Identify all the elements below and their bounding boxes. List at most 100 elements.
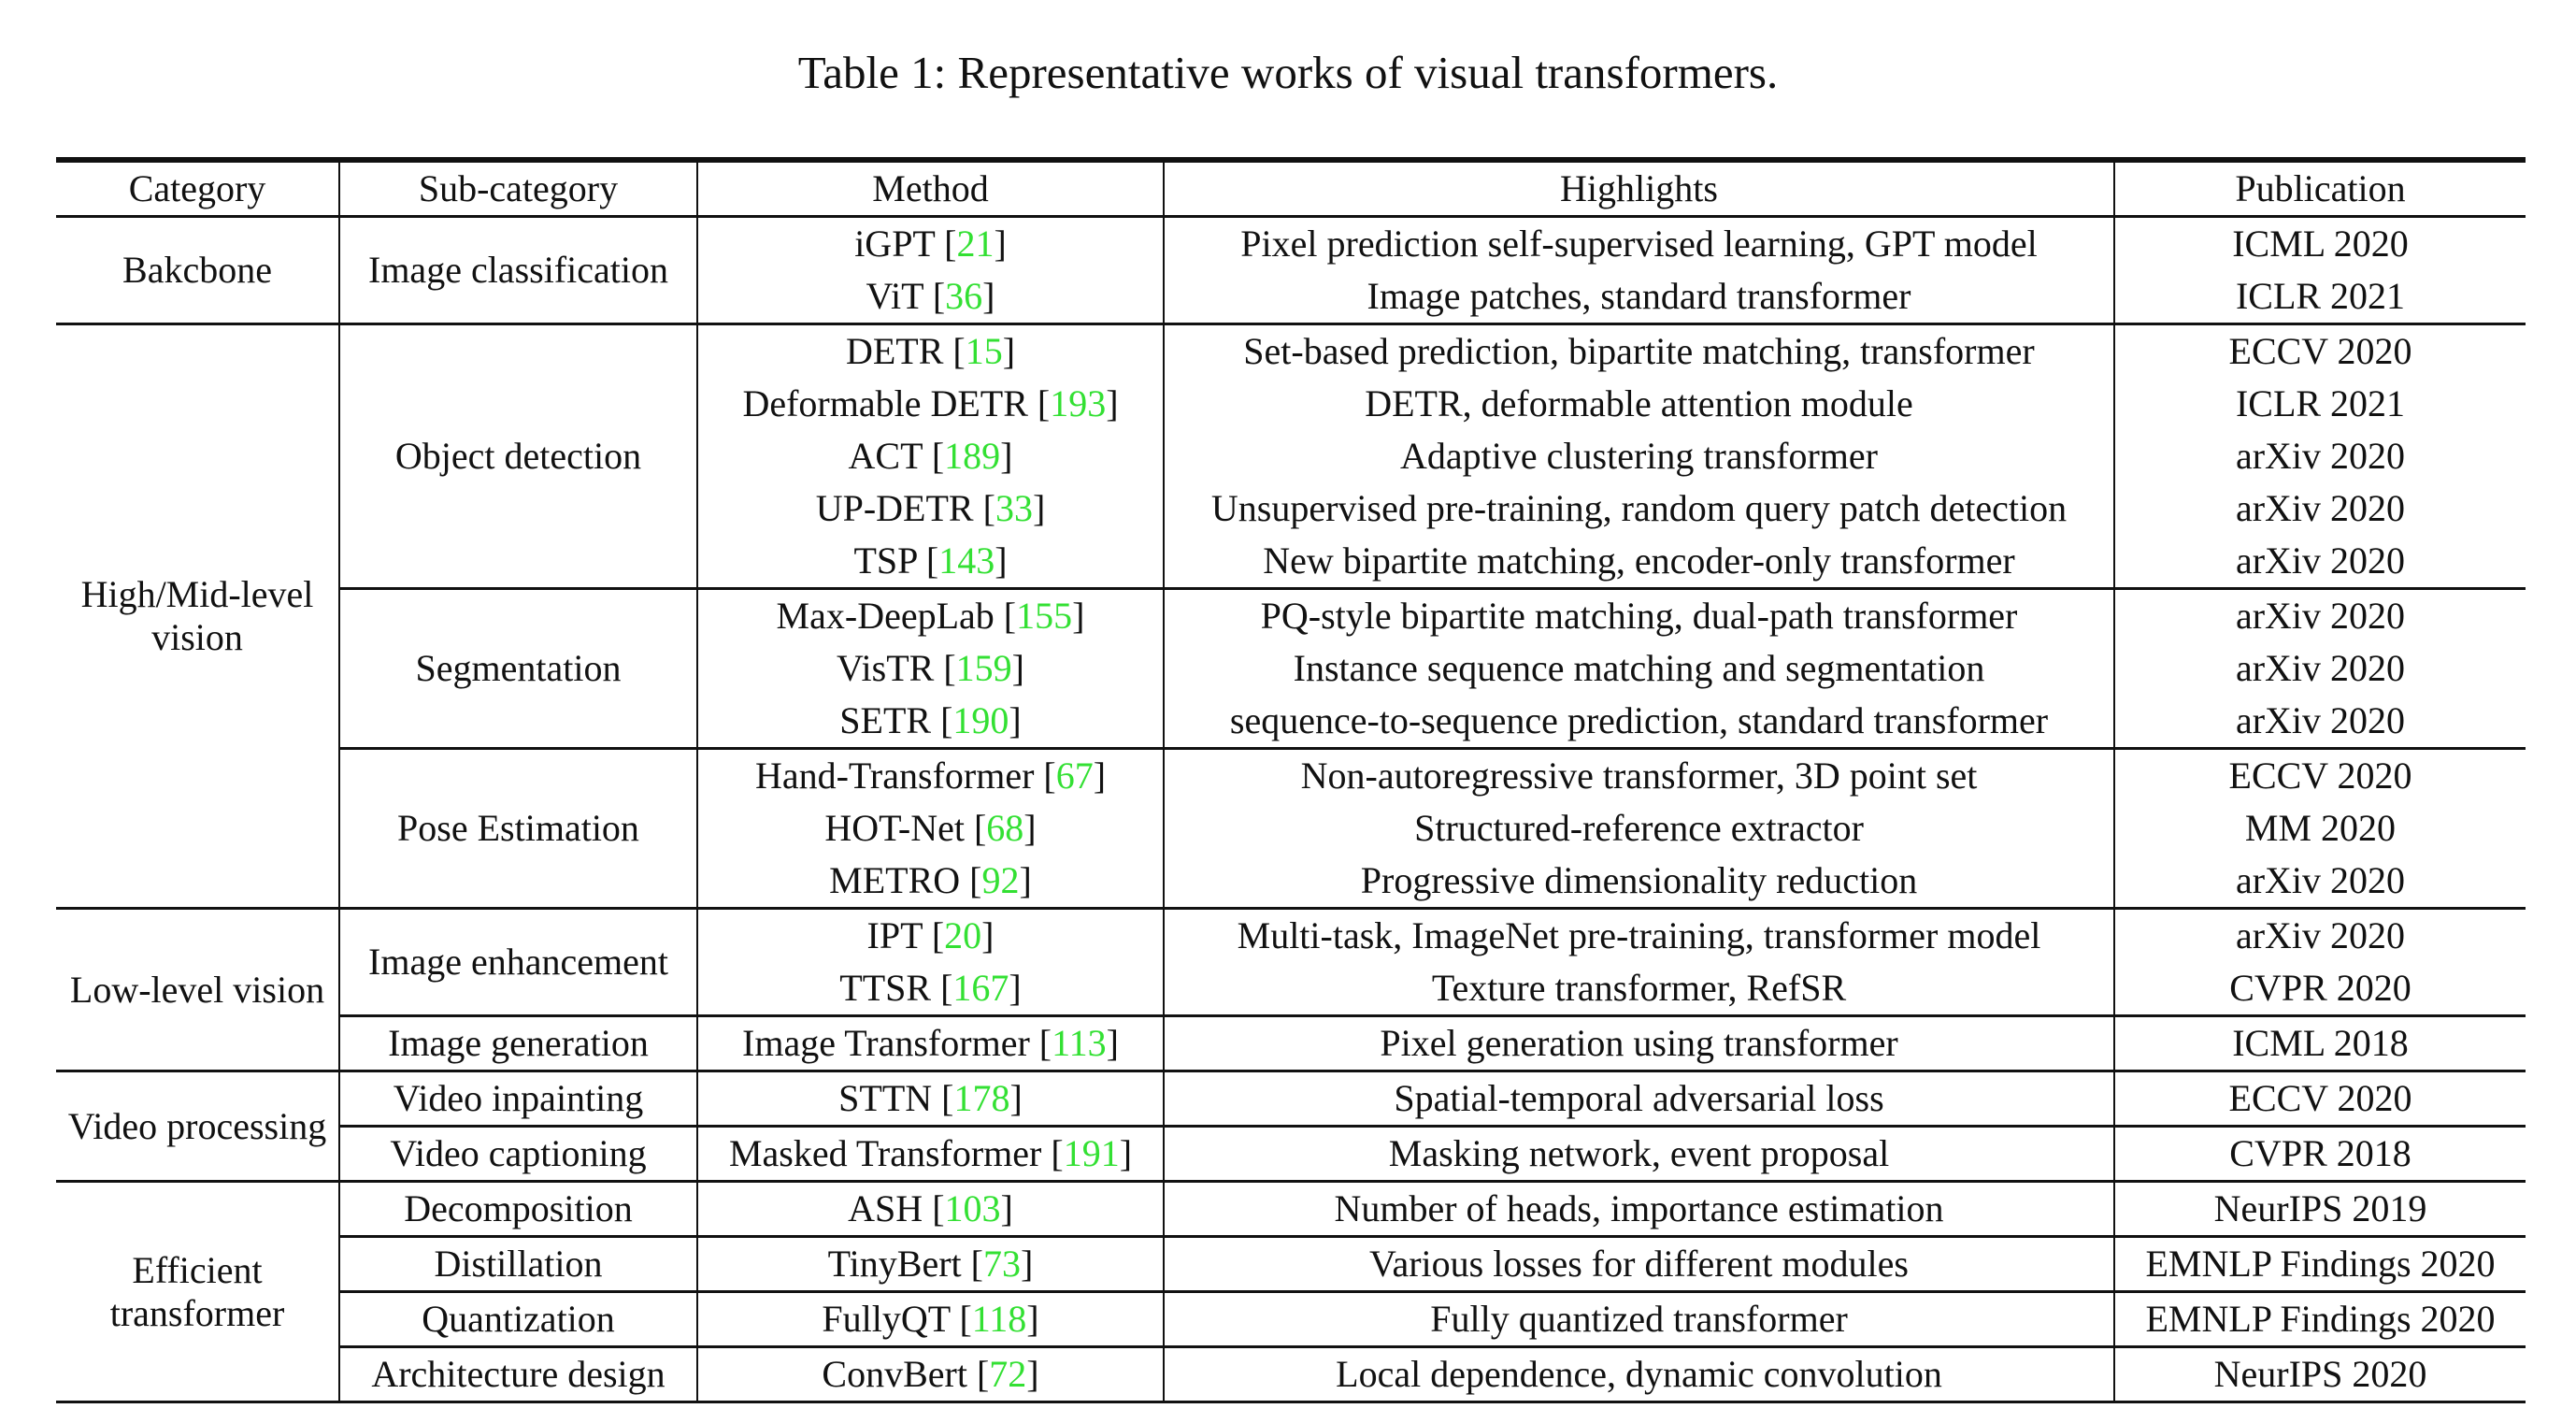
highlights-cell: New bipartite matching, encoder-only tra…	[1163, 535, 2114, 589]
citation-link[interactable]: 159	[955, 647, 1012, 689]
publication-cell: CVPR 2018	[2113, 1125, 2526, 1182]
publication-cell: EMNLP Findings 2020	[2113, 1235, 2526, 1292]
subcategory-cell: Distillation	[338, 1235, 697, 1292]
method-cell: TSP [143]	[696, 535, 1164, 589]
method-cell: UP-DETR [33]	[696, 482, 1164, 535]
publication-cell: arXiv 2020	[2113, 535, 2526, 589]
method-name: HOT-Net	[824, 807, 965, 849]
highlights-cell: Pixel prediction self-supervised learnin…	[1163, 216, 2114, 270]
citation-link[interactable]: 193	[1050, 382, 1107, 424]
citation-link[interactable]: 67	[1055, 755, 1094, 797]
category-cell: Bakcbone	[122, 249, 272, 291]
method-cell: ViT [36]	[696, 270, 1164, 324]
header-category: Category	[56, 157, 339, 218]
citation-link[interactable]: 33	[995, 487, 1033, 529]
publication-cell: arXiv 2020	[2113, 642, 2526, 695]
table-row: HOT-Net [68] Structured-reference extract…	[56, 802, 2526, 855]
table-row: Pose Estimation Hand-Transformer [67] Non-…	[56, 747, 2526, 909]
method-name: ViT	[866, 275, 923, 317]
table-row: Video captioning Masked Transformer [191]…	[56, 1125, 2526, 1182]
method-name: FullyQT	[822, 1298, 951, 1340]
citation-link[interactable]: 73	[983, 1243, 1021, 1285]
method-name: ASH	[848, 1187, 923, 1229]
method-cell: SETR [190]	[696, 695, 1164, 749]
citation-link[interactable]: 21	[956, 223, 995, 265]
table-caption: Table 1: Representative works of visual …	[797, 47, 1779, 98]
citation-link[interactable]: 72	[989, 1353, 1027, 1395]
citation-link[interactable]: 155	[1016, 595, 1073, 637]
subcategory-cell: Image generation	[338, 1014, 697, 1071]
highlights-cell: Image patches, standard transformer	[1163, 270, 2114, 324]
header-method: Method	[696, 157, 1164, 218]
subcategory-cell: Quantization	[338, 1290, 697, 1347]
citation-link[interactable]: 191	[1063, 1132, 1120, 1174]
method-cell: HOT-Net [68]	[696, 802, 1164, 855]
method-name: Hand-Transformer	[754, 755, 1035, 797]
method-cell: Max-DeepLab [155]	[696, 587, 1164, 642]
publication-cell: ICML 2018	[2113, 1014, 2526, 1071]
table-row: ACT [189] Adaptive clustering transformer…	[56, 430, 2526, 482]
method-name: IPT	[866, 914, 923, 956]
table-row: TTSR [167] Texture transformer, RefSR CVPR…	[56, 962, 2526, 1016]
category-cell: Low-level vision	[56, 907, 339, 1071]
table-row: SETR [190] sequence-to-sequence predictio…	[56, 695, 2526, 749]
method-name: ACT	[848, 435, 923, 477]
subcategory-cell: Video inpainting	[338, 1070, 697, 1127]
category-cell: Efficient transformer	[56, 1180, 339, 1403]
method-cell: METRO [92]	[696, 855, 1164, 909]
method-cell: FullyQT [118]	[696, 1290, 1164, 1347]
highlights-cell: Spatial-temporal adversarial loss	[1163, 1070, 2114, 1127]
publication-cell: arXiv 2020	[2113, 695, 2526, 749]
citation-link[interactable]: 190	[952, 699, 1009, 741]
subcategory-cell: Segmentation	[338, 587, 697, 749]
results-table: Category Sub-category Method Highlights …	[56, 157, 2526, 1403]
publication-cell: arXiv 2020	[2113, 907, 2526, 962]
citation-link[interactable]: 113	[1052, 1022, 1107, 1064]
highlights-cell: Unsupervised pre-training, random query …	[1163, 482, 2114, 535]
highlights-cell: sequence-to-sequence prediction, standar…	[1163, 695, 2114, 749]
category-cell: High/Mid-level vision	[56, 323, 339, 909]
publication-cell: ICML 2020	[2113, 216, 2526, 270]
highlights-cell: Masking network, event proposal	[1163, 1125, 2114, 1182]
citation-link[interactable]: 143	[938, 539, 995, 582]
method-name: VisTR	[837, 647, 935, 689]
table-row: METRO [92] Progressive dimensionality red…	[56, 855, 2526, 909]
table-row: Video processing Video inpainting STTN [17…	[56, 1070, 2526, 1182]
citation-link[interactable]: 15	[965, 330, 1003, 372]
citation-link[interactable]: 36	[945, 275, 983, 317]
highlights-cell: Fully quantized transformer	[1163, 1290, 2114, 1347]
citation-link[interactable]: 92	[981, 859, 1020, 901]
method-cell: Image Transformer [113]	[696, 1014, 1164, 1071]
method-cell: TinyBert [73]	[696, 1235, 1164, 1292]
method-name: DETR	[845, 330, 944, 372]
table-row: Distillation TinyBert [73] Various losses …	[56, 1235, 2526, 1292]
highlights-cell: Texture transformer, RefSR	[1163, 962, 2114, 1016]
publication-cell: ECCV 2020	[2113, 747, 2526, 802]
method-name: TTSR	[839, 967, 932, 1009]
citation-link[interactable]: 167	[952, 967, 1009, 1009]
table-row: Segmentation Max-DeepLab [155] PQ-style bi…	[56, 587, 2526, 749]
highlights-cell: Instance sequence matching and segmentat…	[1163, 642, 2114, 695]
method-name: UP-DETR	[815, 487, 974, 529]
table-row: High/Mid-level vision Object detection DET…	[56, 323, 2526, 909]
citation-link[interactable]: 103	[944, 1187, 1001, 1229]
method-cell: Hand-Transformer [67]	[696, 747, 1164, 802]
method-name: Deformable DETR	[742, 382, 1028, 424]
table-row: Quantization FullyQT [118] Fully quantized…	[56, 1290, 2526, 1347]
citation-link[interactable]: 189	[944, 435, 1001, 477]
method-name: Masked Transformer	[728, 1132, 1042, 1174]
method-cell: Masked Transformer [191]	[696, 1125, 1164, 1182]
citation-link[interactable]: 178	[953, 1077, 1010, 1119]
method-cell: iGPT [21]	[696, 216, 1164, 270]
citation-link[interactable]: 20	[944, 914, 982, 956]
method-cell: IPT [20]	[696, 907, 1164, 962]
publication-cell: EMNLP Findings 2020	[2113, 1290, 2526, 1347]
citation-link[interactable]: 118	[971, 1298, 1027, 1340]
category-cell: Video processing	[56, 1070, 339, 1182]
method-name: iGPT	[854, 223, 936, 265]
publication-cell: arXiv 2020	[2113, 855, 2526, 909]
citation-link[interactable]: 68	[986, 807, 1024, 849]
highlights-cell: Set-based prediction, bipartite matching…	[1163, 323, 2114, 378]
method-name: Image Transformer	[742, 1022, 1030, 1064]
highlights-cell: Structured-reference extractor	[1163, 802, 2114, 855]
